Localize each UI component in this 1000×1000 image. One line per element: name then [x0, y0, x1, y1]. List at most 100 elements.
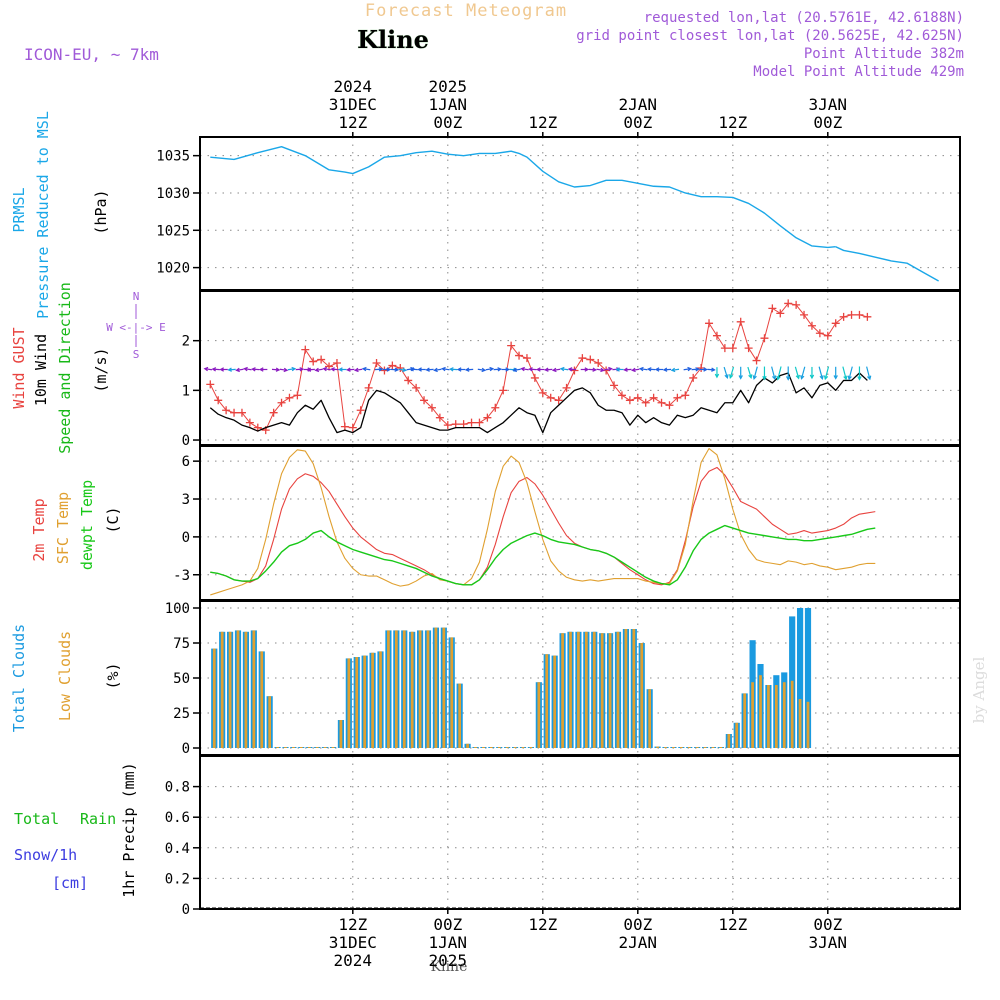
wind-direction-arrowhead [299, 367, 305, 372]
low-cloud-bar [339, 720, 343, 748]
wind-direction-arrowhead [752, 375, 757, 380]
gust-marker [309, 357, 318, 366]
gust-marker [356, 406, 365, 415]
gust-marker [301, 345, 310, 354]
gust-marker [404, 376, 413, 385]
gust-marker [317, 355, 326, 364]
low-cloud-bar [616, 631, 620, 748]
wind-direction-arrowhead [346, 367, 351, 372]
wind-direction-arrowhead [512, 367, 518, 373]
low-cloud-bar [442, 627, 446, 748]
bottom-time-label: 1JAN [429, 933, 468, 952]
low-cloud-bar [592, 631, 596, 748]
wind-direction-arrowhead [505, 367, 510, 372]
gust-marker [681, 391, 690, 400]
gust-marker [800, 310, 809, 319]
precip-labels: Total Rain Snow/1h [cm] 1hr Precip (mm) [14, 762, 138, 897]
gust-marker [625, 396, 634, 405]
wind-direction-arrowhead [378, 367, 384, 372]
wind-direction-arrowhead [520, 366, 525, 372]
y-tick-label: 0 [182, 741, 190, 757]
low-cloud-bar [276, 747, 279, 748]
label-percent: (%) [104, 662, 122, 689]
temp-dewpt-line [210, 524, 876, 586]
low-cloud-bar [703, 747, 707, 748]
gust-marker [396, 364, 405, 372]
wind-direction-arrowhead [567, 367, 573, 372]
wind-direction-arrowhead [235, 367, 240, 373]
gust-marker [776, 309, 785, 318]
gust-marker [578, 354, 587, 363]
low-cloud-bar [577, 631, 580, 748]
wind-direction-arrowhead [314, 367, 320, 373]
wind-direction-arrowhead [592, 367, 598, 372]
top-time-label: 31DEC [329, 95, 377, 114]
panel-frame [199, 290, 961, 446]
gust-marker [206, 380, 215, 389]
low-cloud-bar [727, 734, 731, 748]
footer-station: Kline [431, 959, 468, 975]
panel-frame [199, 755, 961, 910]
gust-marker [823, 331, 832, 340]
temp-labels: 2m Temp SFC Temp dewpt Temp (C) [30, 480, 122, 570]
gust-marker [633, 393, 642, 402]
y-tick-label: 1020 [156, 261, 190, 277]
gust-marker [340, 422, 349, 431]
wind-direction-arrowhead [258, 367, 264, 372]
top-time-label: 12Z [718, 113, 747, 132]
low-cloud-bar [608, 633, 612, 748]
label-wind-gust: Wind GUST [10, 327, 28, 408]
y-tick-label: 1 [182, 383, 190, 399]
top-time-label: 12Z [338, 113, 367, 132]
wind-direction-arrowhead [353, 367, 359, 373]
low-cloud-bar [751, 682, 754, 748]
station-title: Kline [357, 25, 429, 54]
gust-marker [420, 396, 429, 405]
top-time-label: 2025 [429, 77, 468, 96]
low-cloud-bar [434, 627, 438, 748]
low-cloud-bar [624, 629, 628, 748]
gust-marker [214, 396, 223, 405]
gust-marker [594, 359, 603, 368]
wind-direction-arrowhead [464, 367, 470, 372]
wind-direction-arrow [818, 366, 823, 379]
wind-direction-arrowhead [695, 367, 700, 372]
gust-marker [705, 319, 714, 328]
wind-direction-arrowhead [823, 375, 829, 381]
low-cloud-bar [410, 631, 414, 748]
low-cloud-bar [513, 747, 517, 748]
wind-direction-arrow [794, 366, 800, 379]
wind-direction-arrowhead [623, 367, 628, 372]
compass-n: N [133, 290, 140, 303]
low-cloud-bar [402, 630, 406, 748]
top-time-label: 00Z [433, 113, 462, 132]
top-time-label: 2024 [334, 77, 373, 96]
bottom-time-label: 00Z [433, 915, 462, 934]
plot-layer: 1020 1025 1030 1035 0 1 2 -3 0 3 6 0 25 50 75 100 0 0.2 0.… [156, 77, 961, 970]
wind-direction-arrowhead [441, 366, 446, 372]
wind-direction-arrowhead [646, 367, 652, 372]
pressure-line [210, 146, 836, 249]
label-total-clouds: Total Clouds [10, 624, 28, 732]
low-cloud-bar [656, 746, 659, 748]
low-cloud-bar [307, 747, 311, 748]
low-cloud-bar [695, 747, 699, 748]
gust-marker [269, 408, 278, 417]
low-cloud-bar [529, 747, 533, 748]
gust-marker [562, 383, 571, 392]
wind-direction-arrowhead [638, 366, 644, 372]
wind-direction-arrow [777, 366, 782, 380]
top-time-label: 00Z [813, 113, 842, 132]
gridpoint-coords: grid point closest lon,lat (20.5625E, 42… [576, 28, 964, 44]
gust-marker [507, 341, 516, 350]
top-time-label: 12Z [528, 113, 557, 132]
low-cloud-bar [474, 747, 477, 748]
label-total: Total [14, 810, 59, 828]
product-title: Forecast Meteogram [365, 1, 567, 21]
low-cloud-bar [284, 747, 287, 748]
y-tick-label: 0.8 [165, 780, 190, 796]
low-cloud-bar [505, 747, 509, 748]
low-cloud-bar [482, 747, 485, 748]
low-cloud-bar [790, 680, 794, 748]
low-cloud-bar [521, 747, 525, 748]
